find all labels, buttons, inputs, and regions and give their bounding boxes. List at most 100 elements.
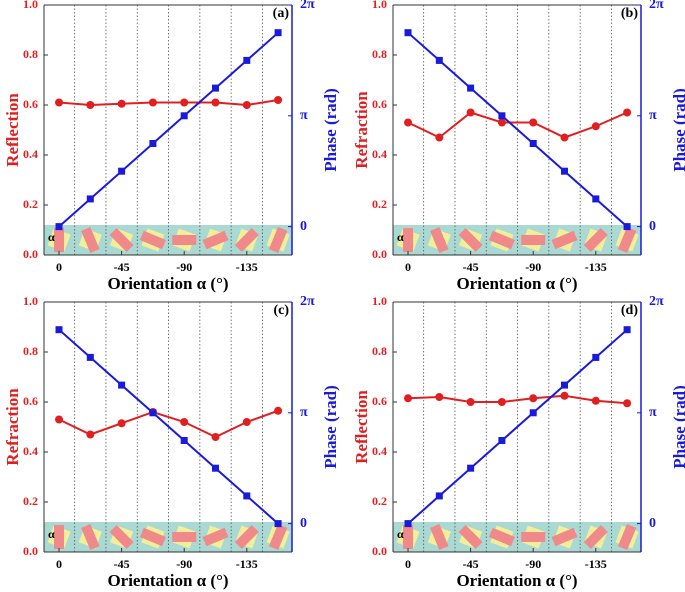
y2-tick-label: π bbox=[649, 108, 657, 123]
y-tick-label: 1.0 bbox=[23, 0, 38, 11]
circle-marker bbox=[529, 118, 538, 127]
unit-cell-bar bbox=[583, 227, 608, 253]
x-tick-label: 0 bbox=[405, 260, 411, 274]
unit-cell-bar bbox=[268, 524, 288, 550]
unit-cell-bar bbox=[521, 532, 546, 542]
circle-marker bbox=[148, 98, 157, 107]
unit-cell-bar bbox=[109, 227, 134, 253]
square-marker bbox=[211, 84, 219, 92]
circle-marker bbox=[211, 433, 220, 441]
panel: α 0.0 0.2 0.4 0.6 0.8 1.0 0 π 2π 0 -45 -90 -135 Orient… bbox=[3, 0, 340, 293]
panel: α 0.0 0.2 0.4 0.6 0.8 1.0 0 π 2π 0 -45 -90 -135 Orient… bbox=[352, 294, 685, 590]
square-marker bbox=[55, 326, 63, 334]
square-marker bbox=[529, 140, 537, 148]
square-marker bbox=[86, 353, 94, 361]
y-axis-label: Reflection bbox=[352, 390, 371, 464]
square-marker bbox=[149, 409, 157, 417]
y2-tick-label: 2π bbox=[649, 294, 664, 309]
unit-cell-bar bbox=[583, 524, 608, 550]
x-axis-label: Orientation α (°) bbox=[456, 571, 577, 590]
unit-cell-bar bbox=[172, 235, 197, 245]
x-axis-label: Orientation α (°) bbox=[456, 274, 577, 293]
circle-marker bbox=[180, 418, 189, 426]
circle-marker bbox=[242, 418, 251, 426]
circle-marker bbox=[435, 133, 444, 142]
panel-label: (d) bbox=[621, 303, 638, 318]
square-marker bbox=[118, 167, 126, 175]
y-tick-label: 0.6 bbox=[23, 394, 38, 408]
series-line bbox=[407, 31, 628, 228]
x-tick-label: 0 bbox=[56, 557, 62, 571]
y-tick-label: 0.2 bbox=[23, 197, 38, 211]
square-marker bbox=[404, 520, 412, 528]
square-marker bbox=[623, 326, 631, 334]
unit-cell-bar bbox=[81, 227, 100, 253]
x-tick-label: -90 bbox=[176, 260, 192, 274]
circle-marker bbox=[466, 398, 475, 406]
circle-marker bbox=[497, 398, 506, 406]
circle-marker bbox=[242, 101, 251, 109]
y-tick-label: 0.8 bbox=[23, 344, 38, 358]
unit-cell-bar bbox=[202, 527, 229, 547]
x-tick-label: -135 bbox=[585, 260, 607, 274]
y-tick-label: 0.4 bbox=[372, 444, 387, 458]
square-marker bbox=[467, 84, 475, 92]
y-tick-label: 0.4 bbox=[23, 147, 38, 161]
circle-marker bbox=[180, 98, 189, 107]
square-marker bbox=[274, 520, 282, 528]
square-marker bbox=[274, 29, 282, 37]
x-tick-label: -45 bbox=[463, 557, 479, 571]
unit-cell-bar bbox=[551, 527, 578, 547]
circle-marker bbox=[497, 118, 506, 127]
y-tick-label: 1.0 bbox=[372, 0, 387, 11]
series-line bbox=[58, 328, 279, 525]
panel: α 0.0 0.2 0.4 0.6 0.8 1.0 0 π 2π 0 -45 -90 -135 Orient… bbox=[3, 294, 340, 590]
x-axis-label: Orientation α (°) bbox=[107, 571, 228, 590]
circle-marker bbox=[86, 430, 95, 439]
x-tick-label: 0 bbox=[405, 557, 411, 571]
unit-cell-bar bbox=[109, 524, 134, 550]
unit-cell-bar bbox=[617, 524, 637, 550]
series-line bbox=[407, 111, 628, 139]
strip-label: α bbox=[48, 527, 55, 541]
series-line bbox=[58, 409, 279, 439]
unit-cell-bar bbox=[234, 227, 259, 253]
panel: α 0.0 0.2 0.4 0.6 0.8 1.0 0 π 2π 0 -45 -90 -135 Orient… bbox=[352, 0, 685, 293]
unit-cell-bar bbox=[139, 230, 166, 250]
y-tick-label: 0.8 bbox=[372, 344, 387, 358]
square-marker bbox=[180, 437, 188, 445]
x-tick-label: -135 bbox=[236, 557, 258, 571]
circle-marker bbox=[560, 391, 569, 400]
square-marker bbox=[498, 112, 506, 120]
y-tick-label: 0.4 bbox=[372, 147, 387, 161]
square-marker bbox=[592, 353, 600, 361]
unit-cell-bar bbox=[403, 228, 414, 252]
square-marker bbox=[529, 409, 537, 417]
unit-cell-bar bbox=[488, 527, 515, 547]
circle-marker bbox=[560, 133, 569, 142]
square-marker bbox=[592, 195, 600, 203]
circle-marker bbox=[86, 101, 95, 109]
y2-tick-label: π bbox=[300, 405, 308, 420]
unit-cell-bar bbox=[268, 227, 288, 253]
y-tick-label: 0.8 bbox=[23, 47, 38, 61]
square-marker bbox=[404, 29, 412, 37]
unit-cell-bar bbox=[617, 227, 637, 253]
circle-marker bbox=[591, 396, 600, 405]
y-tick-label: 1.0 bbox=[372, 294, 387, 308]
series-line bbox=[407, 394, 628, 405]
x-tick-label: -45 bbox=[114, 557, 130, 571]
circle-marker bbox=[404, 394, 413, 403]
x-tick-label: -135 bbox=[236, 260, 258, 274]
unit-cell-bar bbox=[488, 230, 515, 250]
panel-label: (a) bbox=[273, 6, 290, 21]
y2-tick-label: 2π bbox=[300, 0, 315, 12]
unit-cell-bar bbox=[202, 230, 229, 250]
y-tick-label: 0.0 bbox=[23, 247, 38, 261]
unit-cell-bar bbox=[551, 230, 578, 250]
unit-cell-bar bbox=[172, 532, 197, 542]
x-tick-label: -45 bbox=[463, 260, 479, 274]
y2-tick-label: π bbox=[300, 108, 308, 123]
x-axis-label: Orientation α (°) bbox=[107, 274, 228, 293]
